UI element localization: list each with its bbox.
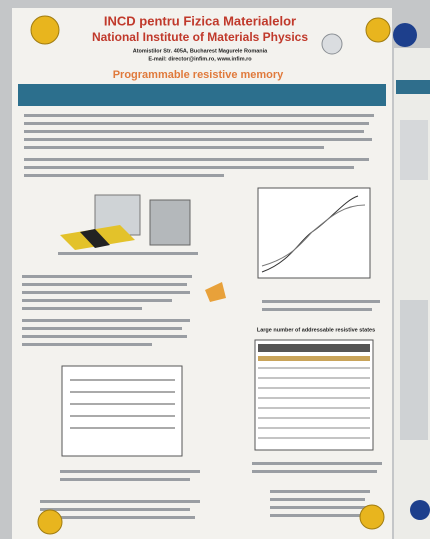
- magnet: [366, 18, 390, 42]
- logo: [322, 34, 342, 54]
- contact: E-mail: director@infim.ro, www.infim.ro: [148, 56, 252, 62]
- poster-title: Programmable resistive memory: [113, 69, 284, 81]
- institute-en: National Institute of Materials Physics: [92, 30, 308, 44]
- magnet: [31, 16, 59, 44]
- states-title: Large number of addressable resistive st…: [257, 327, 375, 333]
- magnet: [360, 505, 384, 529]
- authors-band: [18, 84, 386, 106]
- institute-ro: INCD pentru Fizica Materialelor: [104, 13, 296, 28]
- photo: INCD pentru Fizica Materialelor National…: [0, 0, 430, 539]
- magnet: [393, 23, 417, 47]
- side-poster-band: [396, 80, 430, 94]
- magnet: [410, 500, 430, 520]
- side-poster-figure: [400, 120, 428, 180]
- side-poster-figure: [400, 300, 428, 440]
- address: Atomistilor Str. 405A, Bucharest Magurel…: [133, 48, 268, 54]
- magnet: [38, 510, 62, 534]
